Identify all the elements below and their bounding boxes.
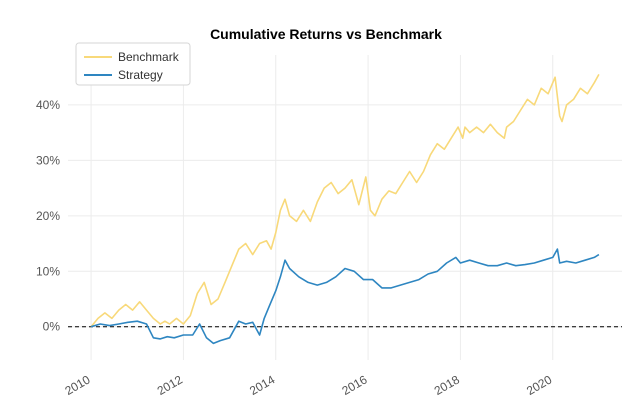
x-tick-label: 2014 [247, 372, 277, 398]
series-line-benchmark [90, 74, 600, 328]
series-lines [90, 74, 600, 345]
y-tick-label: 20% [36, 209, 60, 223]
x-tick-label: 2020 [524, 372, 554, 398]
y-axis-ticks: 0% 10% 20% 30% 40% [36, 98, 60, 334]
series-line-strategy [90, 248, 600, 345]
x-tick-label: 2018 [432, 372, 462, 398]
grid-lines [68, 55, 622, 360]
x-tick-label: 2016 [339, 372, 369, 398]
x-tick-label: 2012 [155, 372, 185, 398]
chart-title: Cumulative Returns vs Benchmark [210, 26, 442, 42]
legend-label-strategy: Strategy [118, 68, 163, 82]
y-tick-label: 10% [36, 264, 60, 278]
y-tick-label: 40% [36, 98, 60, 112]
x-axis-ticks: 2010 2012 2014 2016 2018 2020 [62, 372, 554, 398]
y-tick-label: 0% [43, 320, 61, 334]
legend-label-benchmark: Benchmark [118, 50, 180, 64]
y-tick-label: 30% [36, 153, 60, 167]
x-tick-label: 2010 [62, 372, 92, 398]
legend: Benchmark Strategy [75, 42, 191, 86]
